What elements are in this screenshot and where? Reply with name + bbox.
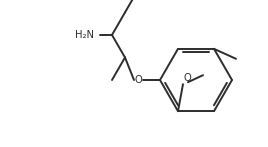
Text: O: O xyxy=(134,75,142,85)
Text: O: O xyxy=(184,73,192,83)
Text: H₂N: H₂N xyxy=(75,30,94,40)
